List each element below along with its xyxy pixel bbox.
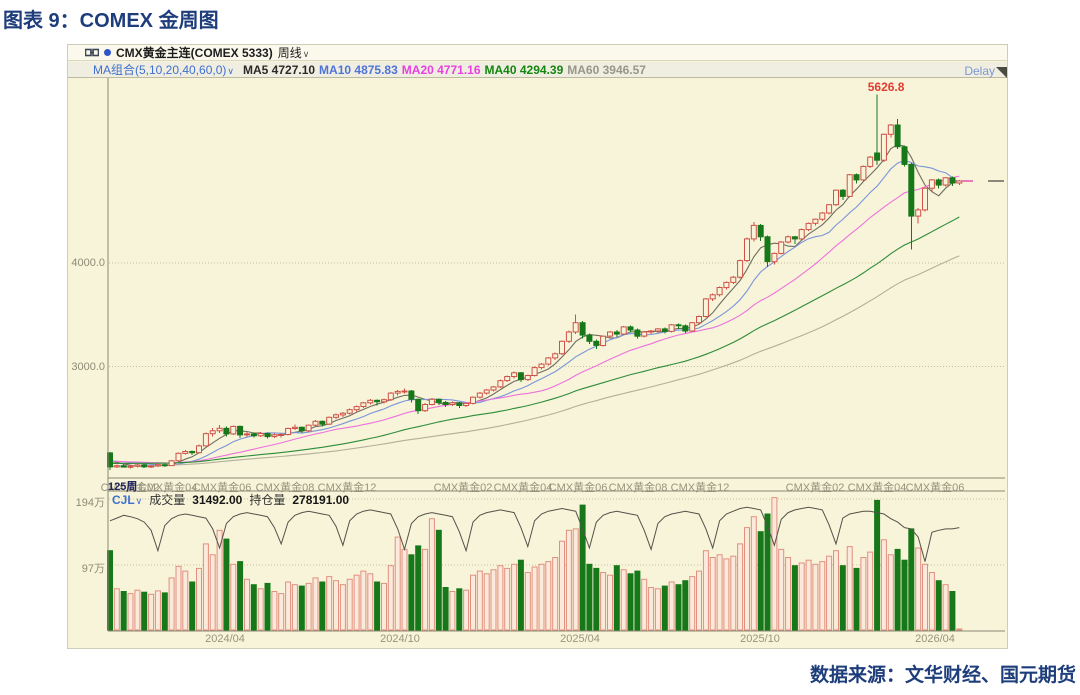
contract-label: CMX黄金04 [138, 482, 198, 494]
chart-toolbar: CMX黄金主连(COMEX 5333) 周线∨ [68, 45, 1007, 61]
chevron-down-icon: ∨ [135, 495, 143, 506]
price-volume-chart[interactable] [68, 45, 1007, 648]
figure-title: 图表 9：COMEX 金周图 [3, 10, 219, 32]
ma-value-item: MA10 4875.83 [319, 62, 398, 77]
price-tick-label: 3000.0 [71, 360, 105, 373]
date-label: 2026/04 [915, 633, 955, 645]
volume-value: 31492.00 [192, 492, 243, 507]
chevron-down-icon: ∨ [227, 66, 234, 76]
volume-tick-label: 194万 [75, 497, 105, 509]
contract-label: CMX黄金02 [100, 482, 160, 494]
ma-settings-selector[interactable]: MA组合(5,10,20,40,60,0)∨ [93, 63, 234, 77]
delay-badge: Delay [964, 64, 995, 78]
date-label: 2024/04 [205, 633, 245, 645]
contract-label: CMX黄金02 [433, 482, 493, 494]
ma-value-item: MA40 4294.39 [484, 62, 564, 77]
contract-label: CMX黄金04 [847, 482, 907, 494]
high-price-label: 5626.8 [867, 80, 905, 94]
contract-label: CMX黄金06 [548, 482, 608, 494]
contract-label: CMX黄金12 [317, 482, 377, 494]
contract-label: CMX黄金12 [670, 482, 730, 494]
ma-indicator-bar: MA组合(5,10,20,40,60,0)∨ MA5 4727.10 MA10 4… [68, 62, 1007, 78]
open-interest-value: 278191.00 [292, 492, 350, 507]
volume-label: 成交量 [149, 493, 186, 507]
price-tick-label: 4000.0 [71, 257, 105, 269]
contract-label: CMX黄金08 [608, 482, 668, 494]
volume-tick-label: 97万 [81, 563, 105, 575]
instrument-name: CMX黄金主连(COMEX 5333) [116, 46, 273, 60]
corner-marker-icon [996, 67, 1007, 78]
ma-value-item: MA20 4771.16 [401, 62, 481, 77]
period-selector[interactable]: 周线∨ [277, 46, 310, 60]
data-source-caption: 数据来源：文华财经、国元期货 [809, 665, 1076, 686]
date-label: 2024/10 [380, 633, 420, 645]
ma-value-item: MA60 3946.57 [567, 62, 646, 77]
link-contracts-icon[interactable] [84, 46, 100, 60]
instrument-status-dot [104, 49, 111, 56]
chevron-down-icon: ∨ [302, 49, 310, 59]
ma-values: MA5 4727.10 MA10 4875.83 MA20 4771.16 MA40 … [243, 63, 650, 77]
date-label: 2025/10 [740, 633, 780, 645]
contract-label: CMX黄金08 [255, 482, 315, 494]
open-interest-label: 持仓量 [249, 493, 286, 507]
contract-label: CMX黄金02 [785, 482, 845, 494]
ma-value-item: MA5 4727.10 [243, 62, 316, 77]
contract-label: CMX黄金04 [493, 482, 553, 494]
date-label: 2025/04 [560, 633, 600, 645]
contract-label: CMX黄金06 [905, 482, 965, 494]
trading-chart-window: CMX黄金主连(COMEX 5333) 周线∨ MA组合(5,10,20,40,… [67, 44, 1008, 649]
contract-label: CMX黄金06 [192, 482, 252, 494]
cjl-selector[interactable]: CJL∨ [112, 492, 143, 507]
bar-count-label: 125周 [108, 481, 138, 493]
volume-indicator-bar: CJL∨ 成交量 31492.00 持仓量 278191.00 [112, 491, 349, 508]
